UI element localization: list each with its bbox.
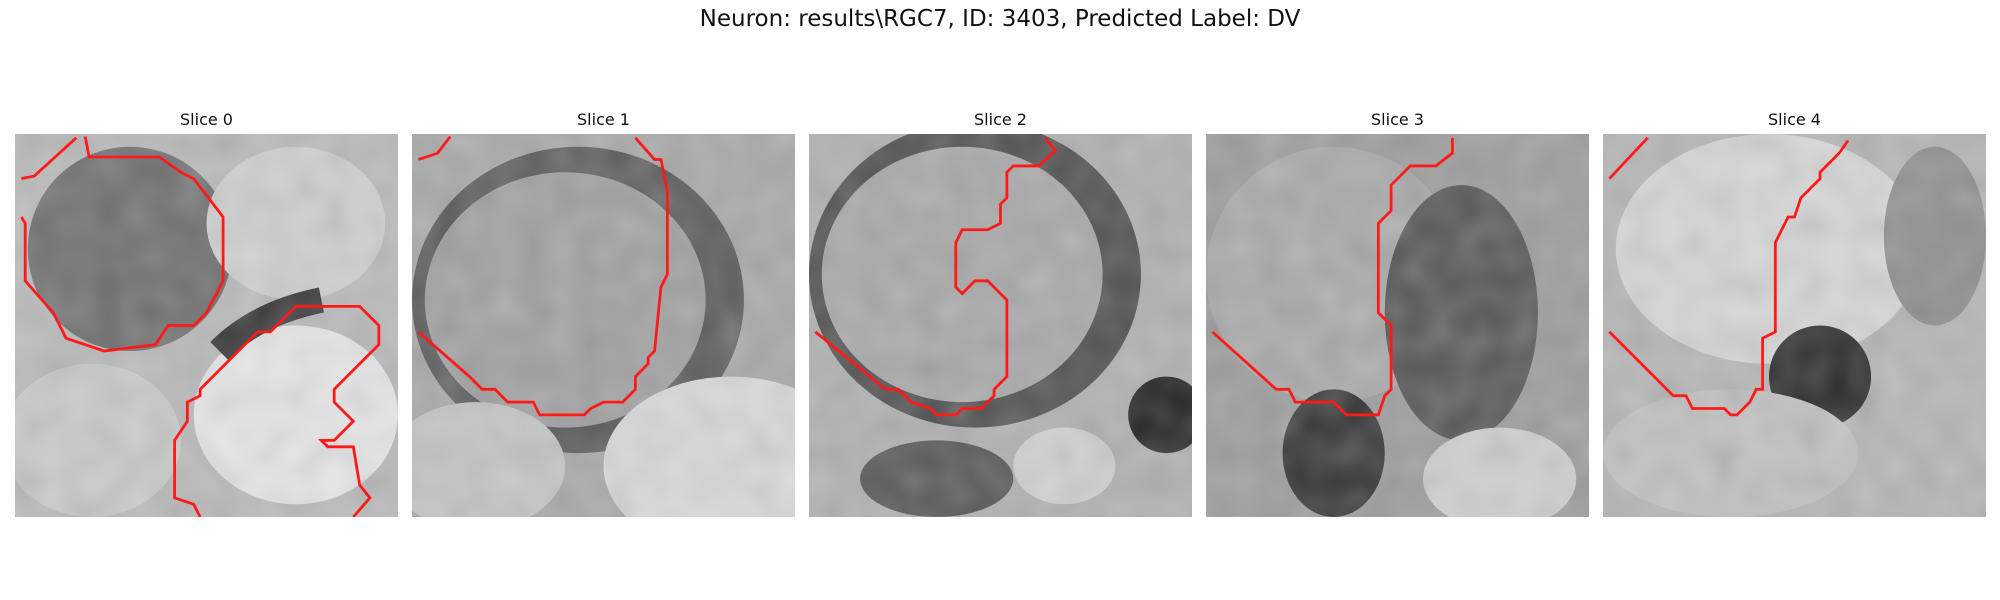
slice-title-0: Slice 0 [180, 110, 233, 129]
slice-image-4 [1603, 134, 1986, 517]
slice-image-2 [809, 134, 1192, 517]
slice-title-1: Slice 1 [577, 110, 630, 129]
slice-panel-4: Slice 4 [1603, 108, 1986, 517]
slice-image-0 [15, 134, 398, 517]
slice-panel-0: Slice 0 [15, 108, 398, 517]
slice-title-3: Slice 3 [1371, 110, 1424, 129]
figure-title: Neuron: results\RGC7, ID: 3403, Predicte… [699, 6, 1301, 32]
slice-title-4: Slice 4 [1768, 110, 1821, 129]
slice-image-1 [412, 134, 795, 517]
slice-image-3 [1206, 134, 1589, 517]
slice-title-2: Slice 2 [974, 110, 1027, 129]
slice-panel-2: Slice 2 [809, 108, 1192, 517]
slice-panel-3: Slice 3 [1206, 108, 1589, 517]
slice-panel-1: Slice 1 [412, 108, 795, 517]
